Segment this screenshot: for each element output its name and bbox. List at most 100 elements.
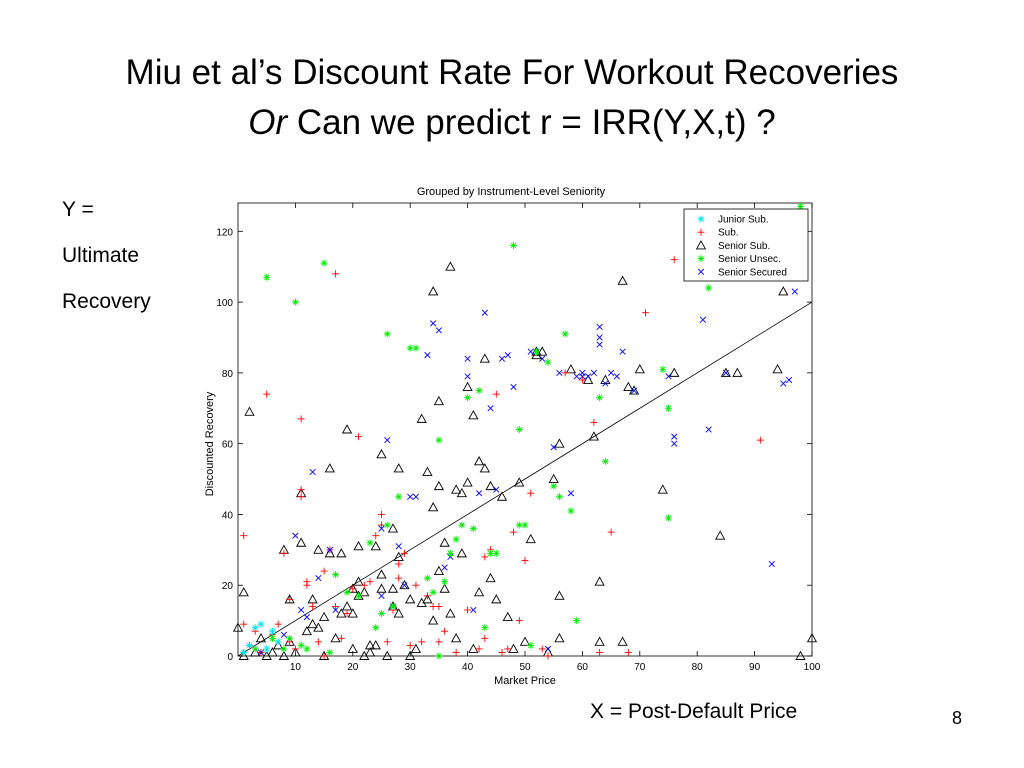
data-point [479, 353, 490, 363]
data-point [596, 341, 603, 348]
data-point [263, 645, 271, 653]
data-point [596, 323, 603, 330]
data-point [699, 316, 707, 323]
data-point [567, 490, 575, 497]
data-point [315, 575, 322, 582]
x-tick-label: 10 [290, 662, 302, 673]
data-point [286, 634, 294, 642]
data-point [665, 514, 672, 522]
data-point [462, 381, 473, 391]
data-point [544, 358, 552, 366]
data-point [441, 627, 449, 635]
data-point [785, 376, 793, 384]
data-point [585, 373, 592, 380]
data-point [274, 638, 282, 646]
data-point [590, 418, 598, 426]
data-point [628, 385, 640, 395]
data-point [382, 650, 393, 660]
data-point [263, 390, 271, 398]
data-point [498, 648, 506, 656]
data-point [573, 617, 581, 625]
legend-label: Senior Secured [718, 267, 787, 278]
data-point [607, 369, 615, 376]
data-point [619, 348, 626, 355]
reference-line-45deg [237, 301, 813, 657]
data-point [326, 546, 333, 553]
data-point [393, 608, 404, 618]
y-tick-label: 20 [222, 581, 234, 592]
data-point [527, 348, 534, 355]
data-point [441, 578, 449, 586]
data-point [347, 643, 358, 653]
data-point [600, 374, 611, 384]
x-tick-label: 80 [692, 662, 704, 673]
data-point [405, 594, 416, 604]
legend-label: Senior Sub. [718, 241, 770, 252]
data-point [240, 532, 248, 540]
data-point [401, 582, 408, 589]
data-point [330, 633, 341, 643]
data-point [550, 444, 557, 451]
data-point [337, 634, 345, 642]
data-point [324, 548, 335, 558]
y-def-line-2: Ultimate [62, 244, 140, 267]
data-point [372, 532, 380, 540]
data-point [320, 259, 328, 267]
data-point [332, 270, 340, 278]
data-point [504, 352, 511, 359]
legend-label: Sub. [718, 228, 739, 239]
data-point [791, 288, 798, 295]
data-point [297, 493, 305, 501]
data-point [583, 374, 594, 384]
data-point [441, 564, 448, 571]
data-point [428, 502, 439, 512]
data-point [359, 586, 370, 597]
data-point [544, 652, 552, 660]
data-point [462, 477, 473, 487]
data-point [244, 406, 255, 416]
data-point [470, 606, 477, 614]
data-point [450, 484, 462, 494]
data-point [596, 648, 604, 656]
data-point [433, 565, 445, 576]
data-point [430, 320, 437, 327]
data-point [303, 645, 311, 653]
x-tick-label: 60 [577, 662, 589, 673]
data-point [532, 348, 540, 356]
data-point [464, 606, 472, 614]
x-axis-label: Market Price [494, 675, 556, 687]
data-point [445, 608, 456, 618]
data-point [565, 364, 577, 374]
data-point [278, 650, 290, 660]
data-point [588, 431, 600, 441]
legend-marker [697, 255, 705, 263]
data-point [521, 521, 529, 529]
data-point [309, 602, 317, 610]
data-point [487, 549, 495, 557]
y-tick-label: 100 [216, 298, 233, 309]
data-point [324, 463, 335, 473]
x-axis-ticks: 10 20 30 40 50 60 70 80 90 100 [290, 203, 821, 673]
data-point [314, 638, 322, 646]
data-point [433, 480, 445, 491]
data-point [521, 556, 529, 564]
data-point [423, 592, 431, 600]
data-point [355, 592, 363, 600]
data-point [263, 273, 271, 281]
reference-line [237, 301, 813, 657]
data-point [370, 640, 381, 650]
legend-label: Junior Sub. [718, 215, 769, 226]
data-point [538, 645, 546, 653]
data-point [291, 645, 299, 653]
title-question: Can we predict r = IRR(Y,X,t) ? [287, 103, 776, 142]
x-tick-label: 30 [405, 662, 417, 673]
data-point [383, 521, 391, 529]
data-point [395, 560, 403, 568]
x-tick-label: 70 [634, 662, 646, 673]
data-point [366, 578, 374, 586]
data-point [376, 448, 387, 459]
data-point [336, 548, 347, 558]
x-tick-label: 50 [519, 662, 531, 673]
data-point [422, 594, 433, 604]
data-point [400, 549, 408, 557]
